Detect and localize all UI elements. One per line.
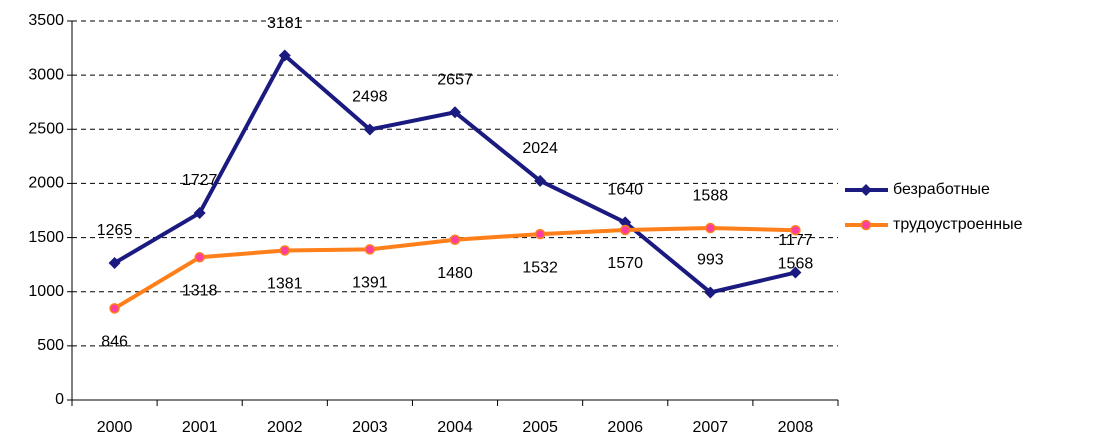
marker: [534, 228, 546, 240]
y-tick-label: 3000: [28, 66, 64, 83]
data-label: 2024: [522, 140, 558, 157]
y-tick-label: 500: [37, 337, 64, 354]
marker: [108, 257, 121, 270]
data-label: 2657: [437, 72, 473, 89]
legend-label: трудоустроенные: [893, 216, 1023, 233]
marker: [704, 286, 717, 299]
y-tick-label: 1500: [28, 229, 64, 246]
data-label: 2498: [352, 89, 388, 106]
x-tick-label: 2008: [778, 419, 814, 436]
x-tick-label: 2000: [97, 419, 133, 436]
marker: [534, 174, 547, 187]
data-label: 993: [697, 252, 724, 269]
x-tick-label: 2001: [182, 419, 218, 436]
marker: [789, 266, 802, 279]
data-label: 1570: [607, 255, 643, 272]
marker: [363, 123, 376, 136]
x-tick-label: 2007: [693, 419, 729, 436]
marker: [109, 303, 120, 314]
y-tick-label: 1000: [28, 283, 64, 300]
x-tick-label: 2004: [437, 419, 473, 436]
data-label: 1480: [437, 265, 473, 282]
data-label: 1318: [182, 282, 218, 299]
marker: [194, 252, 205, 263]
x-tick-label: 2003: [352, 419, 388, 436]
marker: [619, 224, 631, 236]
marker: [449, 106, 461, 119]
data-label: 1391: [352, 275, 388, 292]
data-label: 3181: [267, 15, 303, 32]
marker: [279, 245, 291, 256]
data-label: 1532: [522, 259, 558, 276]
data-label: 1727: [182, 172, 218, 189]
marker: [790, 224, 801, 236]
data-label: 1588: [693, 187, 729, 204]
x-tick-label: 2006: [607, 419, 643, 436]
marker: [619, 216, 632, 229]
data-label: 846: [101, 334, 128, 351]
marker: [364, 244, 376, 255]
y-tick-label: 2500: [28, 121, 64, 138]
legend-marker: [860, 184, 872, 196]
marker: [449, 234, 461, 245]
y-tick-label: 0: [55, 391, 64, 408]
x-tick-label: 2005: [522, 419, 558, 436]
marker: [278, 49, 291, 62]
marker: [705, 222, 716, 234]
x-tick-label: 2002: [267, 419, 303, 436]
legend-marker: [860, 219, 872, 231]
data-label: 1177: [778, 232, 813, 249]
data-label: 1568: [778, 255, 814, 272]
data-label: 1381: [267, 276, 303, 293]
y-tick-label: 2000: [28, 175, 64, 192]
marker: [193, 206, 206, 219]
data-label: 1640: [607, 182, 643, 199]
y-tick-label: 3500: [28, 12, 64, 29]
legend-label: безработные: [893, 181, 990, 198]
data-label: 1265: [97, 222, 133, 239]
